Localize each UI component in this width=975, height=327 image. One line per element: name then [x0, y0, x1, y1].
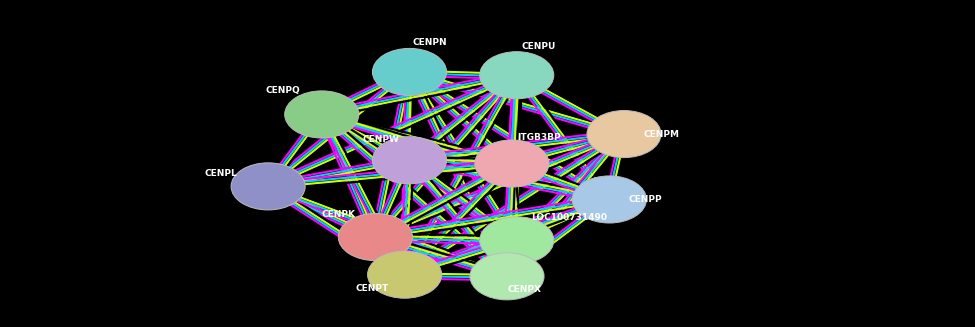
Text: CENPK: CENPK: [322, 210, 356, 219]
Ellipse shape: [587, 111, 661, 158]
Ellipse shape: [372, 48, 447, 95]
Ellipse shape: [285, 91, 359, 138]
Text: CENPX: CENPX: [507, 285, 541, 294]
Text: CENPN: CENPN: [412, 38, 448, 47]
Text: ITGB3BP: ITGB3BP: [517, 133, 561, 142]
Ellipse shape: [338, 214, 412, 261]
Ellipse shape: [368, 251, 442, 298]
Ellipse shape: [572, 176, 646, 223]
Text: CENPW: CENPW: [363, 135, 400, 144]
Ellipse shape: [475, 140, 549, 187]
Text: CENPU: CENPU: [522, 42, 556, 51]
Text: LOC100731490: LOC100731490: [531, 213, 607, 222]
Text: CENPQ: CENPQ: [265, 86, 300, 95]
Text: CENPL: CENPL: [205, 169, 238, 178]
Ellipse shape: [231, 163, 305, 210]
Ellipse shape: [470, 253, 544, 300]
Text: CENPT: CENPT: [356, 284, 389, 293]
Text: CENPM: CENPM: [644, 129, 680, 139]
Text: CENPP: CENPP: [629, 195, 662, 204]
Ellipse shape: [480, 52, 554, 99]
Ellipse shape: [480, 217, 554, 264]
Ellipse shape: [372, 137, 447, 184]
